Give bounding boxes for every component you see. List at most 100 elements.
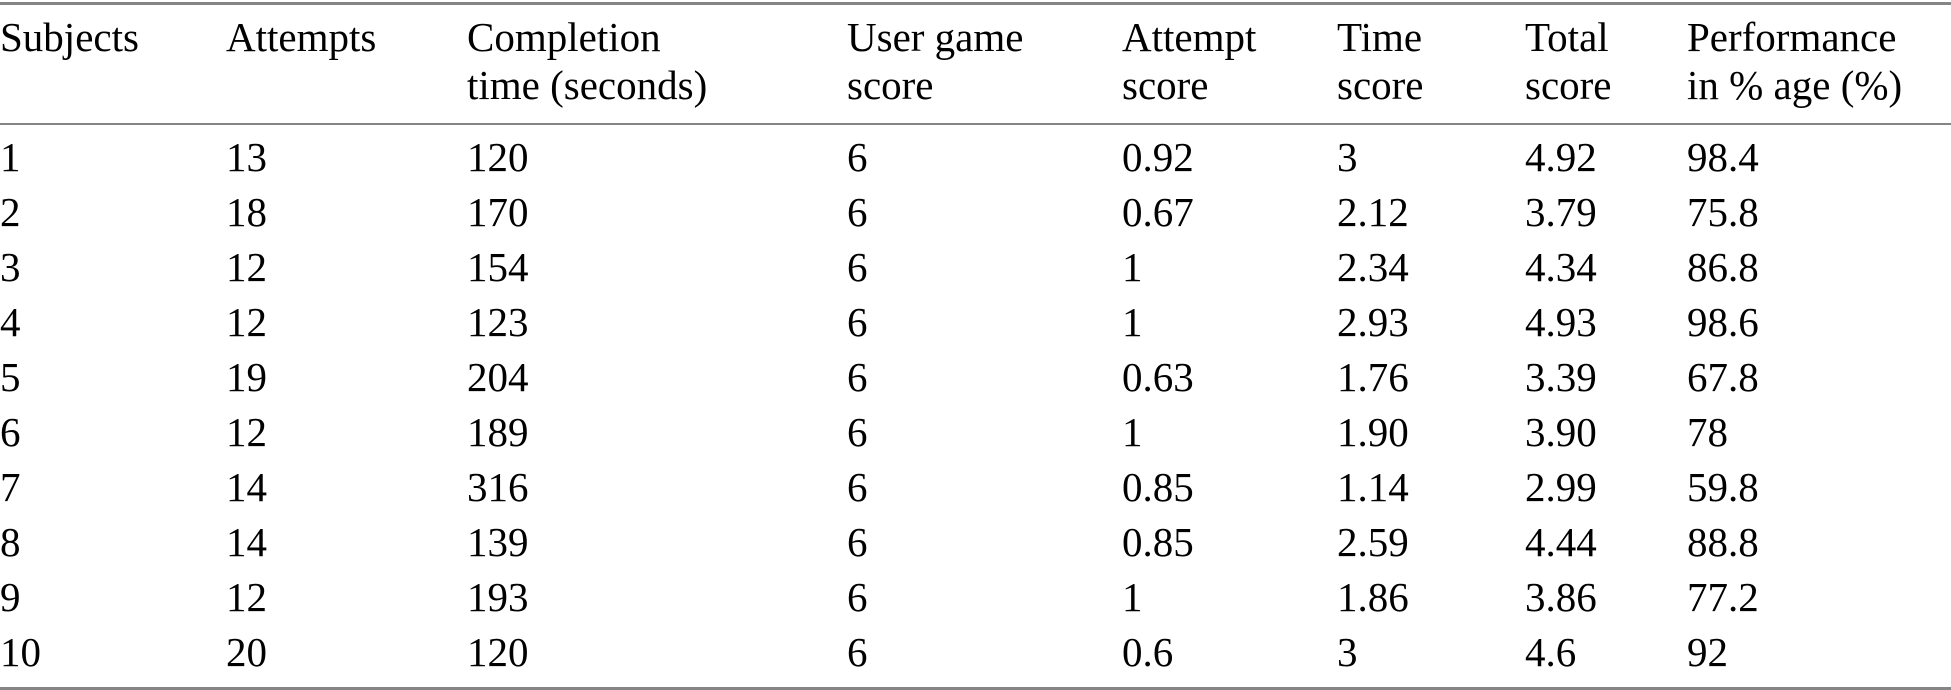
table-cell: 4.93 (1525, 299, 1597, 345)
table-cell: 6 (847, 409, 868, 455)
table-cell: 1 (1122, 409, 1143, 455)
table-cell: 154 (467, 244, 529, 290)
header-line: score (847, 62, 934, 108)
table-cell: 1.90 (1337, 409, 1409, 455)
table-cell: 78 (1687, 409, 1728, 455)
table-cell: 3.90 (1525, 409, 1597, 455)
table-cell: 9 (0, 574, 21, 620)
table-cell: 1 (1122, 244, 1143, 290)
table-cell: 6 (847, 625, 1122, 690)
table-cell: 14 (226, 519, 267, 565)
header-line: Time (1337, 14, 1423, 60)
header-line: User game (847, 14, 1024, 60)
table-cell: 12 (226, 244, 267, 290)
table-cell: 2.99 (1525, 464, 1597, 510)
table-cell: 6 (847, 299, 868, 345)
table-cell: 120 (467, 134, 529, 180)
table-cell: 10 (0, 625, 226, 690)
table-cell: 4 (0, 299, 21, 345)
table-cell: 2.93 (1337, 299, 1409, 345)
table-cell: 18 (226, 189, 267, 235)
table-cell: 6 (847, 464, 868, 510)
table-cell: 4.6 (1525, 625, 1687, 690)
table-cell: 4.34 (1525, 244, 1597, 290)
table-row: 4 12 123 6 1 2.93 4.93 98.6 (0, 295, 1951, 350)
table-cell: 92 (1687, 625, 1951, 690)
table-cell: 7 (0, 464, 21, 510)
table-cell: 123 (467, 299, 529, 345)
table-cell: 12 (226, 574, 267, 620)
table-row: 10 20 120 6 0.6 3 4.6 92 (0, 625, 1951, 690)
header-row: Subjects Attempts Completion time (secon… (0, 3, 1951, 125)
table-row: 6 12 189 6 1 1.90 3.90 78 (0, 405, 1951, 460)
column-header-user-game-score: User game score (847, 3, 1122, 125)
header-line: in % age (%) (1687, 62, 1903, 108)
header-line: time (seconds) (467, 62, 708, 108)
table-cell: 3.86 (1525, 574, 1597, 620)
table-cell: 98.6 (1687, 299, 1759, 345)
table-cell: 193 (467, 574, 529, 620)
table-cell: 3 (1337, 625, 1525, 690)
header-line: Subjects (0, 14, 139, 60)
table-cell: 0.85 (1122, 464, 1194, 510)
table-cell: 170 (467, 189, 529, 235)
table-body: 1 13 120 6 0.92 3 4.92 98.4 2 18 170 6 0… (0, 124, 1951, 690)
table-cell: 1 (0, 134, 21, 180)
column-header-completion-time: Completion time (seconds) (467, 3, 847, 125)
column-header-time-score: Time score (1337, 3, 1525, 125)
table-cell: 13 (226, 134, 267, 180)
table-cell: 139 (467, 519, 529, 565)
table-cell: 4.92 (1525, 134, 1597, 180)
column-header-total-score: Total score (1525, 3, 1687, 125)
table-cell: 1.86 (1337, 574, 1409, 620)
column-header-subjects: Subjects (0, 3, 226, 125)
column-header-attempt-score: Attempt score (1122, 3, 1337, 125)
table-cell: 12 (226, 299, 267, 345)
table-row: 3 12 154 6 1 2.34 4.34 86.8 (0, 240, 1951, 295)
table-cell: 0.63 (1122, 354, 1194, 400)
table-cell: 2.59 (1337, 519, 1409, 565)
table-cell: 67.8 (1687, 354, 1759, 400)
table-cell: 86.8 (1687, 244, 1759, 290)
table-cell: 120 (467, 625, 847, 690)
table-cell: 0.67 (1122, 189, 1194, 235)
table-cell: 12 (226, 409, 267, 455)
table-cell: 2.12 (1337, 189, 1409, 235)
table-cell: 1 (1122, 299, 1143, 345)
table-cell: 2.34 (1337, 244, 1409, 290)
table-cell: 59.8 (1687, 464, 1759, 510)
table-cell: 6 (847, 574, 868, 620)
table-cell: 1.76 (1337, 354, 1409, 400)
table-cell: 20 (226, 625, 467, 690)
table-cell: 3.39 (1525, 354, 1597, 400)
table-cell: 1 (1122, 574, 1143, 620)
table-row: 2 18 170 6 0.67 2.12 3.79 75.8 (0, 185, 1951, 240)
table-cell: 6 (847, 244, 868, 290)
table-cell: 14 (226, 464, 267, 510)
table-cell: 0.92 (1122, 134, 1194, 180)
header-line: score (1337, 62, 1424, 108)
table-cell: 6 (847, 519, 868, 565)
table-cell: 19 (226, 354, 267, 400)
table-row: 9 12 193 6 1 1.86 3.86 77.2 (0, 570, 1951, 625)
table-row: 8 14 139 6 0.85 2.59 4.44 88.8 (0, 515, 1951, 570)
table-row: 5 19 204 6 0.63 1.76 3.39 67.8 (0, 350, 1951, 405)
table-row: 1 13 120 6 0.92 3 4.92 98.4 (0, 124, 1951, 185)
header-line: score (1122, 62, 1209, 108)
column-header-attempts: Attempts (226, 3, 467, 125)
table-cell: 1.14 (1337, 464, 1409, 510)
header-line: Attempts (226, 14, 377, 60)
header-line: score (1525, 62, 1612, 108)
table-cell: 189 (467, 409, 529, 455)
table-cell: 204 (467, 354, 529, 400)
table-cell: 3 (1337, 134, 1358, 180)
table-cell: 316 (467, 464, 529, 510)
column-header-performance: Performance in % age (%) (1687, 3, 1951, 125)
table-row: 7 14 316 6 0.85 1.14 2.99 59.8 (0, 460, 1951, 515)
table-cell: 6 (847, 354, 868, 400)
table-cell: 2 (0, 189, 21, 235)
table-cell: 6 (847, 134, 868, 180)
table-cell: 8 (0, 519, 21, 565)
